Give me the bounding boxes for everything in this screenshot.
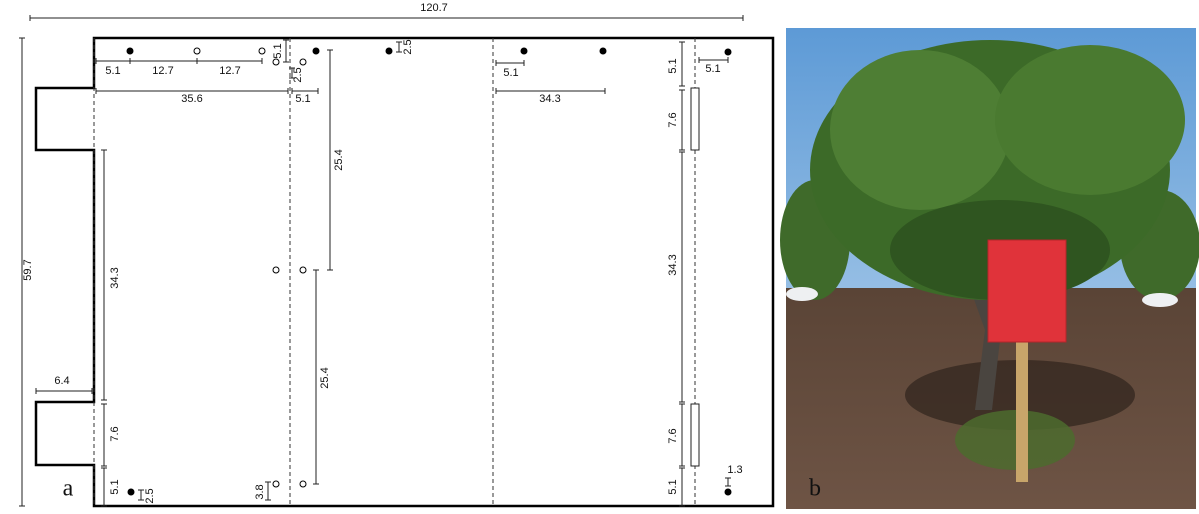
dimension-label: 2.5 bbox=[292, 67, 304, 82]
canopy bbox=[995, 45, 1185, 195]
hole bbox=[126, 47, 134, 55]
dimension-label: 5.1 bbox=[503, 67, 518, 79]
dimension-label: 25.4 bbox=[333, 149, 345, 170]
dimension-label: 7.6 bbox=[667, 112, 679, 127]
slot bbox=[690, 403, 700, 467]
dimension-label: 5.1 bbox=[105, 65, 120, 77]
dimension-label: 35.6 bbox=[181, 93, 202, 105]
dimension-label: 5.1 bbox=[667, 58, 679, 73]
hole bbox=[127, 488, 135, 496]
bag bbox=[786, 287, 818, 301]
hole bbox=[520, 47, 528, 55]
hole bbox=[312, 47, 320, 55]
photo-panel: b bbox=[780, 28, 1199, 509]
dimension-label: 5.1 bbox=[667, 479, 679, 494]
dimension-label: 7.6 bbox=[109, 426, 121, 441]
dimension-label: 34.3 bbox=[667, 254, 679, 275]
hole bbox=[272, 266, 280, 274]
dimension-label: 6.4 bbox=[54, 375, 69, 387]
red-trap-board bbox=[987, 239, 1067, 343]
hole bbox=[385, 47, 393, 55]
dimension-lines bbox=[19, 15, 744, 507]
board-outline bbox=[34, 36, 775, 508]
weeds bbox=[955, 410, 1075, 470]
diagram-panel: 120.7 59.7 5.1 12.7 12.7 5.1 2.5 35.6 5.… bbox=[19, 2, 775, 508]
dimension-label: 1.3 bbox=[727, 464, 742, 476]
bag bbox=[1142, 293, 1178, 307]
dimension-label: 120.7 bbox=[420, 2, 448, 14]
dimension-label: 25.4 bbox=[319, 367, 331, 388]
dimension-label: 3.8 bbox=[254, 484, 266, 499]
dimension-label: 59.7 bbox=[22, 259, 34, 280]
hole bbox=[299, 480, 307, 488]
hole bbox=[599, 47, 607, 55]
stake bbox=[1016, 340, 1028, 482]
dimension-label: 5.1 bbox=[109, 479, 121, 494]
dimension-label: 12.7 bbox=[152, 65, 173, 77]
hole bbox=[272, 480, 280, 488]
hole bbox=[724, 488, 732, 496]
hole bbox=[193, 47, 201, 55]
dimension-label: 5.1 bbox=[272, 43, 284, 58]
hole bbox=[724, 48, 732, 56]
dimension-label: 7.6 bbox=[667, 428, 679, 443]
dimension-label: 2.5 bbox=[402, 39, 414, 54]
panel-label: a bbox=[63, 476, 74, 502]
hole bbox=[299, 266, 307, 274]
dimension-label: 5.1 bbox=[705, 63, 720, 75]
panel-label: b bbox=[809, 476, 821, 502]
slot bbox=[690, 87, 700, 151]
hole bbox=[272, 58, 280, 66]
dimension-label: 5.1 bbox=[295, 93, 310, 105]
dimension-label: 2.5 bbox=[144, 488, 156, 503]
dimension-label: 34.3 bbox=[539, 93, 560, 105]
dimension-label: 12.7 bbox=[219, 65, 240, 77]
dimension-label: 34.3 bbox=[109, 267, 121, 288]
hole bbox=[299, 58, 307, 66]
holes bbox=[126, 47, 732, 496]
hole bbox=[258, 47, 266, 55]
canopy bbox=[830, 50, 1010, 210]
